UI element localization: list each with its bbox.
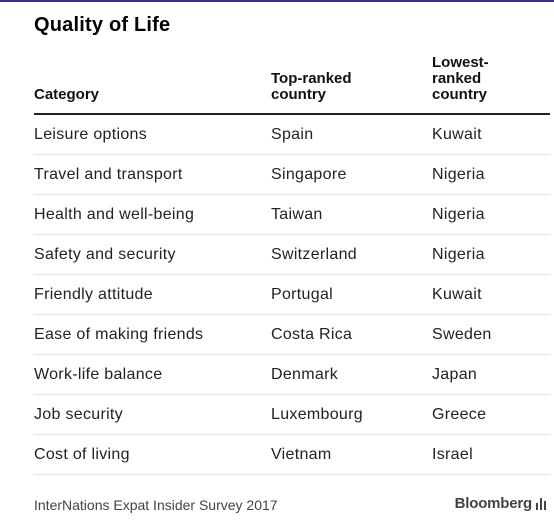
cell-lowest-country: Kuwait <box>432 286 482 303</box>
cell-top-country: Denmark <box>271 366 339 383</box>
column-header-top-ranked: Top-ranked country <box>271 71 411 103</box>
column-header-lowest-line-3: country <box>432 86 488 103</box>
cell-category: Cost of living <box>34 446 130 463</box>
source-note: InterNations Expat Insider Survey 2017 <box>34 497 278 513</box>
brand-name: Bloomberg <box>454 495 533 512</box>
column-header-lowest-line-1: Lowest- <box>432 54 489 71</box>
column-header-category: Category <box>34 86 100 103</box>
table-row: Health and well-being Taiwan Nigeria <box>34 195 550 235</box>
column-header-lowest-line-2: ranked <box>432 70 482 87</box>
page-title: Quality of Life <box>34 14 171 36</box>
table-row: Work-life balance Denmark Japan <box>34 355 550 395</box>
table-row: Travel and transport Singapore Nigeria <box>34 155 550 195</box>
cell-top-country: Luxembourg <box>271 406 363 423</box>
cell-lowest-country: Nigeria <box>432 246 485 263</box>
cell-lowest-country: Nigeria <box>432 206 485 223</box>
column-header-top-line-1: Top-ranked <box>271 70 352 87</box>
top-accent-rule <box>0 0 554 2</box>
cell-lowest-country: Sweden <box>432 326 492 343</box>
table-row: Leisure options Spain Kuwait <box>34 115 550 155</box>
cell-top-country: Portugal <box>271 286 333 303</box>
quality-of-life-table: Category Top-ranked country Lowest- rank… <box>34 52 550 475</box>
cell-lowest-country: Nigeria <box>432 166 485 183</box>
table-row: Job security Luxembourg Greece <box>34 395 550 435</box>
cell-category: Leisure options <box>34 126 148 143</box>
cell-lowest-country: Kuwait <box>432 126 482 143</box>
cell-top-country: Vietnam <box>271 446 332 463</box>
brand-logo: Bloomberg <box>455 495 546 512</box>
cell-category: Ease of making friends <box>34 326 204 343</box>
cell-top-country: Costa Rica <box>271 326 353 343</box>
table-row: Ease of making friends Costa Rica Sweden <box>34 315 550 355</box>
cell-category: Safety and security <box>34 246 176 263</box>
cell-category: Job security <box>34 406 123 423</box>
bar-chart-icon <box>536 497 546 510</box>
cell-category: Friendly attitude <box>34 286 153 303</box>
cell-top-country: Spain <box>271 126 314 143</box>
cell-category: Travel and transport <box>34 166 183 183</box>
column-header-lowest-ranked: Lowest- ranked country <box>432 55 542 103</box>
cell-top-country: Switzerland <box>271 246 358 263</box>
cell-top-country: Taiwan <box>271 206 323 223</box>
table-row: Safety and security Switzerland Nigeria <box>34 235 550 275</box>
cell-top-country: Singapore <box>271 166 347 183</box>
cell-lowest-country: Japan <box>432 366 478 383</box>
table-header: Category Top-ranked country Lowest- rank… <box>34 52 550 115</box>
cell-category: Work-life balance <box>34 366 163 383</box>
cell-category: Health and well-being <box>34 206 195 223</box>
table-row: Friendly attitude Portugal Kuwait <box>34 275 550 315</box>
cell-lowest-country: Israel <box>432 446 473 463</box>
table-row: Cost of living Vietnam Israel <box>34 435 550 475</box>
column-header-top-line-2: country <box>271 86 327 103</box>
cell-lowest-country: Greece <box>432 406 487 423</box>
